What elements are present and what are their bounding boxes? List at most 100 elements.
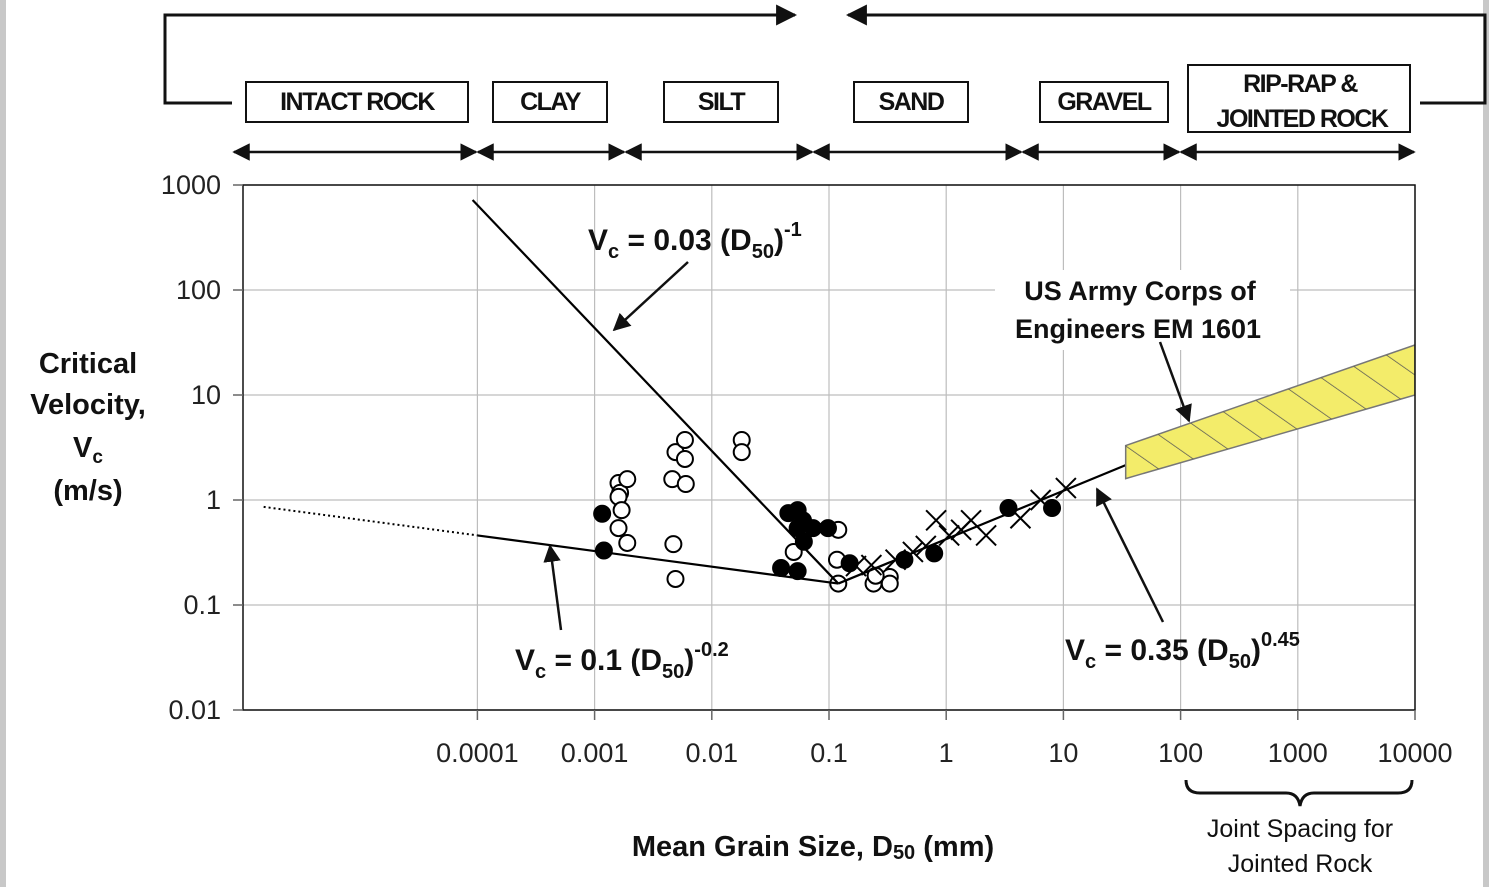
filled-point <box>840 554 859 573</box>
class-label: JOINTED ROCK <box>1217 105 1389 133</box>
open-point <box>675 430 694 449</box>
y-title: Vc <box>73 432 103 468</box>
annotation: US Army Corps of <box>1024 276 1257 306</box>
brace <box>1184 779 1414 807</box>
eq-part: V <box>1065 634 1085 667</box>
x-tick-label: 0.1 <box>810 738 848 768</box>
annotation: Engineers EM 1601 <box>1015 314 1261 344</box>
x-title-part: (mm) <box>915 831 994 863</box>
y-title: (m/s) <box>53 475 122 507</box>
y-title: Critical <box>39 348 137 380</box>
y-title-sub: c <box>92 447 103 468</box>
open-point <box>880 574 899 593</box>
bracket <box>163 4 798 105</box>
note: Joint Spacing for <box>1207 815 1393 843</box>
y-tick-label: 0.1 <box>183 590 221 620</box>
fit-line <box>477 534 839 585</box>
open-point <box>609 519 628 538</box>
eq-sub: 50 <box>1229 651 1251 673</box>
x-title-part: Mean Grain Size, D <box>632 831 893 863</box>
eq-sup: -0.2 <box>694 639 728 661</box>
eq-sub: c <box>1085 651 1096 673</box>
y-tick-label: 100 <box>176 275 221 305</box>
equation: Vc = 0.1 (D50)-0.2 <box>515 639 729 683</box>
eq-part: = 0.35 (D <box>1096 634 1229 667</box>
eq-part: = 0.03 (D <box>619 224 752 257</box>
eq-sup: -1 <box>784 219 802 241</box>
x-title: Mean Grain Size, D50 (mm) <box>632 831 994 864</box>
eq-sub: c <box>535 661 546 683</box>
eq-sub: 50 <box>752 241 774 263</box>
class-label: INTACT ROCK <box>280 88 435 116</box>
open-point <box>666 569 685 588</box>
plot-data <box>263 199 1415 593</box>
y-tick-label: 1 <box>206 485 221 515</box>
x-title-sub: 50 <box>893 842 915 864</box>
open-point <box>675 449 694 468</box>
cross-point <box>925 509 947 532</box>
eq-part: = 0.1 (D <box>546 644 662 677</box>
x-tick-label: 10 <box>1048 738 1078 768</box>
open-point <box>618 470 637 489</box>
grid <box>243 184 1416 711</box>
arrow <box>612 261 689 332</box>
open-point <box>618 533 637 552</box>
eq-sub: 50 <box>662 661 684 683</box>
x-tick-label: 100 <box>1158 738 1203 768</box>
eq-part: ) <box>774 224 784 257</box>
equation: Vc = 0.03 (D50)-1 <box>588 219 802 263</box>
y-title: Velocity, <box>30 389 146 421</box>
filled-point <box>793 511 812 530</box>
arrow <box>1095 487 1165 623</box>
y-title-part: V <box>73 432 93 464</box>
filled-point <box>772 559 791 578</box>
open-point <box>732 443 751 462</box>
open-point <box>664 535 683 554</box>
cross-point <box>975 524 997 547</box>
fit-line <box>837 464 1127 585</box>
fit-line <box>471 199 840 585</box>
edge <box>0 0 6 887</box>
class-label: GRAVEL <box>1057 88 1152 116</box>
cross-point <box>915 535 937 557</box>
class-label: SILT <box>698 88 746 116</box>
class-label: CLAY <box>520 88 582 116</box>
x-tick-label: 0.01 <box>686 738 739 768</box>
filled-point <box>794 532 813 551</box>
note: Jointed Rock <box>1228 850 1373 878</box>
class-box <box>663 81 779 123</box>
eq-sup: 0.45 <box>1261 629 1300 651</box>
cross-point <box>1055 477 1077 499</box>
fit-line <box>263 505 478 537</box>
x-tick-label: 0.0001 <box>436 738 519 768</box>
band-hatch <box>1125 344 1415 479</box>
filled-point <box>1043 498 1062 517</box>
open-point <box>676 475 695 494</box>
class-box <box>1039 81 1169 123</box>
y-tick-label: 10 <box>191 380 221 410</box>
edge <box>1483 0 1489 887</box>
class-label: SAND <box>879 88 944 116</box>
filled-point <box>818 519 837 538</box>
x-tick-label: 1 <box>939 738 954 768</box>
bracket <box>845 4 1487 105</box>
eq-part: ) <box>684 644 694 677</box>
filled-point <box>593 504 612 523</box>
arrow <box>543 544 563 631</box>
x-tick-label: 0.001 <box>561 738 629 768</box>
ticks: 0.01 0.1 1 10 100 1000 0.0001 0.001 0.01 0.1 1 10 10… <box>161 170 1453 768</box>
x-tick-label: 1000 <box>1268 738 1328 768</box>
eq-part: ) <box>1251 634 1261 667</box>
cross-point <box>938 524 960 547</box>
class-box <box>492 81 608 123</box>
arrow <box>1158 341 1192 423</box>
eq-part: V <box>588 224 608 257</box>
equation: Vc = 0.35 (D50)0.45 <box>1065 629 1300 673</box>
y-tick-label: 0.01 <box>168 695 221 725</box>
class-label: RIP-RAP & <box>1243 70 1358 98</box>
eq-part: V <box>515 644 535 677</box>
eq-sub: c <box>608 241 619 263</box>
open-point <box>612 501 631 520</box>
soil-classes: INTACT ROCK CLAY SILT SAND GRAVEL RIP-RA… <box>245 64 1411 133</box>
